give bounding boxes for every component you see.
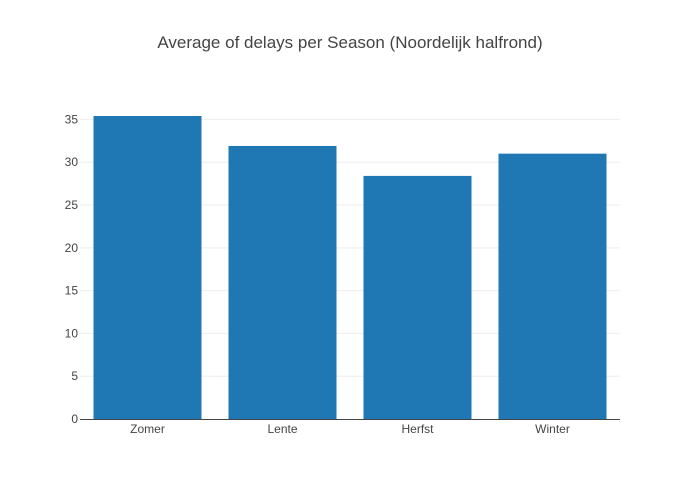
bar-herfst[interactable] — [363, 175, 472, 419]
y-tick-label: 15 — [65, 284, 79, 298]
chart-title: Average of delays per Season (Noordelijk… — [157, 33, 543, 52]
x-tick-label: Zomer — [130, 422, 165, 436]
x-tick-label: Lente — [267, 422, 297, 436]
x-tick-label: Herfst — [401, 422, 434, 436]
bar-zomer[interactable] — [93, 116, 202, 419]
y-tick-label: 30 — [65, 155, 79, 169]
y-tick-label: 25 — [65, 198, 79, 212]
y-tick-label: 10 — [65, 326, 79, 340]
y-tick-label: 20 — [65, 241, 79, 255]
y-tick-label: 35 — [65, 112, 79, 126]
label-layer: 0 5 10 15 20 25 30 35 Zomer Lente Herfst Winter — [65, 112, 570, 436]
bar-winter[interactable] — [498, 153, 607, 419]
y-tick-label: 5 — [71, 369, 78, 383]
y-tick-label: 0 — [71, 412, 78, 426]
x-tick-label: Winter — [535, 422, 570, 436]
bar-lente[interactable] — [228, 145, 337, 419]
bar-layer — [93, 116, 607, 419]
